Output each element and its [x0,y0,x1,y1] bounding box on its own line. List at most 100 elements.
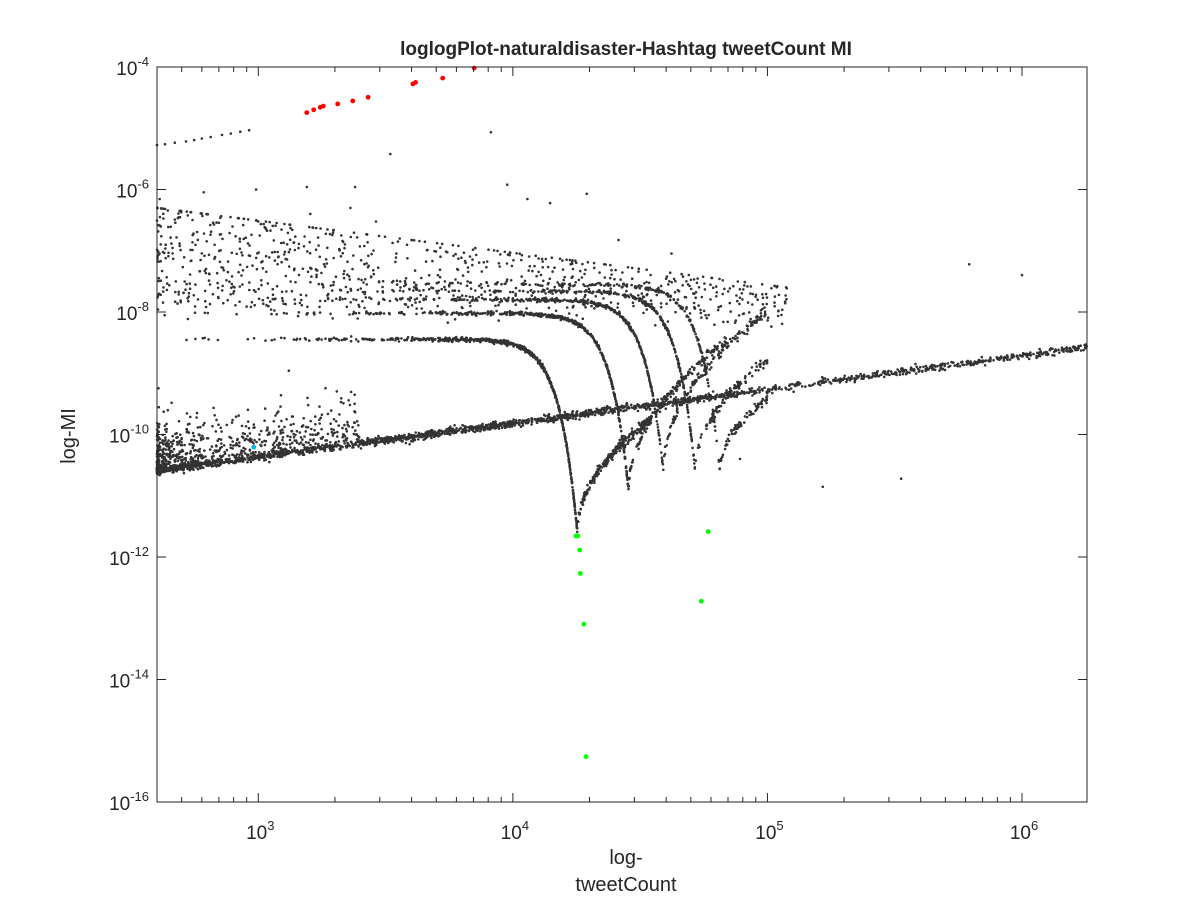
scatter-point [688,422,691,426]
scatter-point [579,412,582,416]
scatter-point [498,312,502,316]
scatter-point [162,461,166,464]
scatter-point [557,406,561,410]
scatter-point [243,432,246,436]
scatter-point [158,473,161,477]
scatter-point [214,430,218,433]
scatter-point [285,312,289,315]
scatter-point [174,432,177,436]
scatter-point [211,424,214,428]
scatter-point [592,301,595,305]
scatter-point [755,321,758,324]
scatter-point [625,471,629,475]
scatter-point [533,298,537,302]
scatter-point [571,489,575,493]
scatter-point [403,433,406,437]
scatter-point [655,420,659,423]
scatter-point [693,380,697,384]
scatter-point [661,462,665,466]
scatter-point [157,405,161,409]
scatter-point [586,298,590,302]
scatter-point [683,393,687,396]
scatter-point [890,372,894,376]
scatter-point [853,377,856,381]
scatter-point [618,438,621,442]
scatter-point [526,421,530,425]
scatter-point [382,338,386,342]
scatter-point [843,374,846,378]
scatter-point [1051,353,1054,357]
scatter-point [161,454,164,458]
scatter-point [604,364,608,368]
scatter-point [710,361,713,364]
scatter-point [876,369,879,373]
scatter-point [339,444,342,448]
scatter-point [310,427,313,431]
scatter-point [450,431,454,434]
scatter-point [887,369,890,373]
scatter-point [537,312,540,316]
scatter-point [408,436,412,439]
scatter-point [282,442,285,445]
scatter-point [689,433,693,437]
scatter-point [518,299,522,303]
scatter-point [468,338,471,341]
scatter-point [285,290,288,293]
scatter-point [166,408,170,412]
scatter-point [656,423,659,426]
scatter-point [677,379,681,383]
scatter-point [530,417,533,420]
scatter-point [642,355,645,358]
scatter-point [479,340,482,344]
scatter-point [1032,352,1035,356]
scatter-point [263,443,267,447]
scatter-point [692,368,696,371]
scatter-point [213,414,216,417]
scatter-point [326,432,330,436]
scatter-point [553,315,556,318]
scatter-point [316,431,320,435]
scatter-point [728,337,732,341]
scatter-point [562,427,565,431]
scatter-point [519,425,523,429]
scatter-point [453,424,456,427]
scatter-point [485,426,488,430]
scatter-point [437,289,441,293]
scatter-point [943,362,947,366]
scatter-point [578,418,581,421]
scatter-point [349,339,353,343]
scatter-point [302,453,306,457]
scatter-point [792,390,795,394]
scatter-point [717,354,720,357]
scatter-point [678,384,682,387]
scatter-point [603,461,607,464]
scatter-point [461,298,465,302]
scatter-point [736,339,739,343]
scatter-point [589,481,592,485]
scatter-point [518,289,521,293]
scatter-point [278,442,282,445]
scatter-point [513,424,516,427]
scatter-point [601,462,605,466]
scatter-point [340,338,344,342]
scatter-point [259,429,263,433]
scatter-point [587,332,590,336]
scatter-point [446,312,449,316]
scatter-point [631,458,635,462]
scatter-point [284,453,287,456]
scatter-point [409,440,413,443]
scatter-point [634,430,637,434]
scatter-point [189,439,193,442]
scatter-point [173,468,176,472]
scatter-point [432,298,436,302]
scatter-point [244,437,248,441]
scatter-point [602,289,606,293]
scatter-point [500,422,504,426]
scatter-point [833,379,836,383]
scatter-point [560,419,564,423]
scatter-point [658,437,661,441]
scatter-point [324,386,327,390]
scatter-point [721,342,724,346]
scatter-point [445,427,449,431]
scatter-point [472,338,476,342]
